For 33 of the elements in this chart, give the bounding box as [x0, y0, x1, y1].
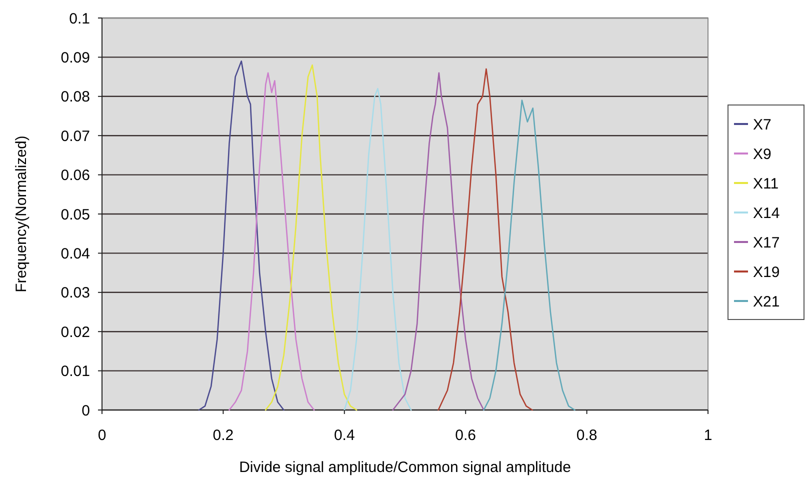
- y-tick-label: 0.09: [60, 49, 90, 66]
- x-tick-label: 1: [704, 427, 712, 444]
- legend-label: X14: [753, 204, 780, 222]
- y-tick-label: 0: [82, 402, 90, 420]
- y-tick-label: 0.03: [60, 284, 90, 302]
- legend-label: X7: [753, 116, 772, 134]
- y-tick-label: 0.1: [69, 10, 90, 28]
- x-axis-title: Divide signal amplitude/Common signal amplitude: [239, 459, 571, 476]
- line-series: [198, 60, 284, 411]
- y-tick-label: 0.01: [60, 363, 90, 380]
- line-series: [483, 100, 576, 411]
- line-series: [264, 64, 358, 411]
- y-axis-title: Frequency(Normalized): [13, 136, 30, 292]
- x-tick-label: 0.8: [576, 427, 598, 444]
- line-series: [344, 88, 412, 411]
- legend-label: X21: [753, 293, 780, 310]
- y-tick-label: 0.06: [60, 167, 90, 184]
- legend-label: X17: [753, 234, 780, 252]
- legend-label: X9: [753, 146, 772, 163]
- x-tick-label: 0.4: [334, 427, 355, 444]
- legend-label: X11: [753, 175, 779, 192]
- y-tick-label: 0.08: [60, 88, 90, 106]
- line-series: [438, 68, 533, 411]
- y-tick-label: 0.02: [60, 324, 90, 341]
- y-tick-label: 0.07: [60, 128, 90, 145]
- line-series: [392, 72, 484, 411]
- x-tick-label: 0.2: [212, 427, 234, 444]
- y-tick-label: 0.04: [60, 245, 90, 262]
- line-series: [228, 72, 315, 411]
- x-tick-label: 0: [98, 427, 106, 444]
- x-tick-label: 0.6: [455, 427, 476, 444]
- legend-label: X19: [753, 264, 780, 281]
- y-tick-label: 0.05: [60, 206, 90, 224]
